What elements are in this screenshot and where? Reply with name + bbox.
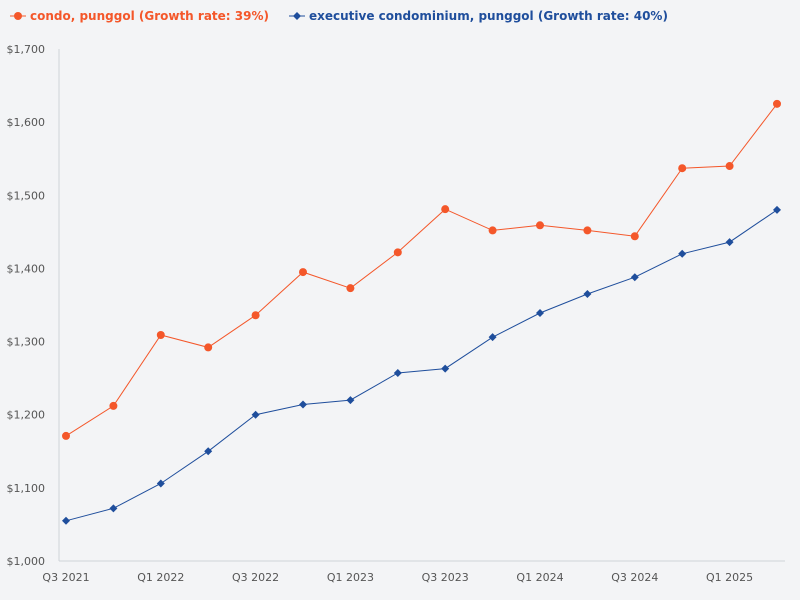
data-point-1: [678, 249, 687, 258]
legend: condo, punggol (Growth rate: 39%) execut…: [10, 9, 688, 23]
data-point-1: [536, 309, 544, 318]
data-point-1: [725, 238, 734, 247]
data-point-1: [393, 369, 402, 378]
data-point-0: [251, 311, 260, 320]
legend-item-executive-condo[interactable]: executive condominium, punggol (Growth r…: [288, 9, 668, 23]
legend-label-executive-condo: executive condominium, punggol (Growth r…: [308, 9, 668, 23]
data-point-0: [299, 268, 307, 277]
data-point-0: [488, 226, 497, 235]
data-point-0: [204, 343, 213, 352]
data-point-1: [488, 333, 497, 342]
data-point-0: [346, 284, 355, 293]
y-tick-label: $1,500: [7, 189, 46, 202]
y-tick-label: $1,000: [7, 555, 46, 568]
y-tick-label: $1,700: [7, 43, 46, 56]
legend-label-condo: condo, punggol (Growth rate: 39%): [30, 9, 269, 23]
data-point-0: [441, 205, 450, 214]
data-point-0: [678, 164, 687, 173]
legend-marker-executive-condo: [288, 12, 305, 20]
x-tick-label: Q3 2023: [422, 571, 469, 584]
series-line-1: [65, 209, 778, 522]
x-tick-label: Q1 2024: [516, 571, 563, 584]
series-line-0: [65, 103, 778, 437]
data-point-1: [156, 479, 165, 488]
x-tick-label: Q1 2023: [327, 571, 374, 584]
data-point-1: [346, 396, 355, 405]
data-point-1: [773, 205, 781, 214]
x-tick-label: Q1 2025: [706, 571, 753, 584]
data-point-1: [630, 273, 639, 282]
data-point-1: [441, 364, 450, 373]
data-point-0: [393, 248, 402, 257]
data-point-0: [156, 330, 165, 339]
data-point-0: [725, 162, 734, 171]
data-point-1: [299, 400, 307, 409]
x-tick-label: Q3 2024: [611, 571, 658, 584]
data-point-0: [109, 401, 118, 410]
data-point-0: [536, 221, 544, 230]
y-tick-label: $1,200: [7, 409, 46, 422]
data-point-0: [62, 431, 70, 440]
x-tick-label: Q3 2022: [232, 571, 279, 584]
data-point-0: [583, 226, 592, 235]
data-point-1: [109, 504, 118, 513]
data-point-0: [773, 99, 781, 108]
data-point-1: [251, 410, 260, 419]
y-tick-label: $1,400: [7, 262, 46, 275]
data-point-1: [204, 447, 213, 456]
x-tick-label: Q1 2022: [137, 571, 184, 584]
legend-marker-condo: [10, 12, 26, 20]
data-point-1: [62, 516, 70, 525]
data-point-0: [630, 232, 639, 241]
data-point-1: [583, 290, 592, 299]
legend-item-condo[interactable]: condo, punggol (Growth rate: 39%): [10, 9, 269, 23]
y-tick-label: $1,300: [7, 336, 46, 349]
x-tick-label: Q3 2021: [42, 571, 89, 584]
y-tick-label: $1,100: [7, 482, 46, 495]
y-tick-label: $1,600: [7, 116, 46, 129]
